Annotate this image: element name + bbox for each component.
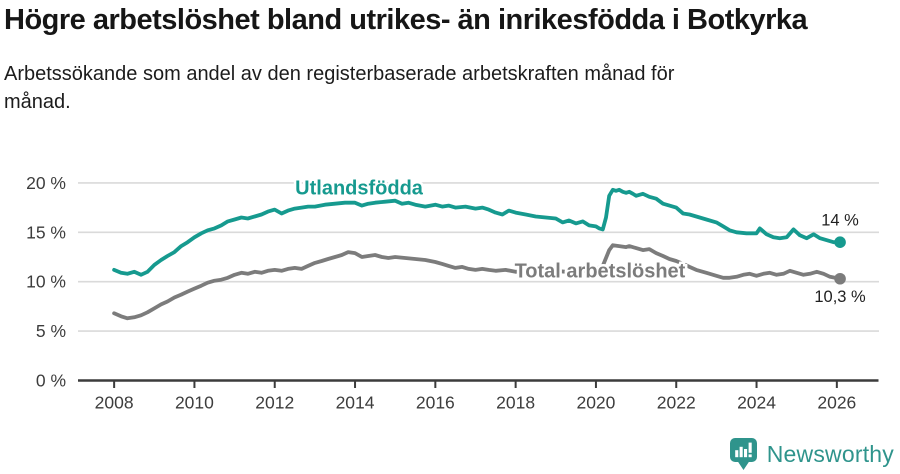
y-tick-label: 10 % (26, 272, 66, 292)
series-name-label: Total arbetslöshet (515, 261, 686, 283)
x-tick-label: 2024 (737, 393, 776, 413)
x-tick-label: 2020 (576, 393, 615, 413)
y-tick-label: 15 % (26, 222, 66, 242)
series-end-dot (834, 236, 846, 248)
series-line (112, 243, 842, 321)
series-0: Utlandsfödda 14 % (112, 175, 859, 277)
x-tick-label: 2026 (817, 393, 856, 413)
newsworthy-logo: Newsworthy (728, 437, 894, 471)
y-tick-label: 20 % (26, 173, 66, 193)
x-tick-label: 2014 (336, 393, 375, 413)
chart-subtitle: Arbetssökande som andel av den registerb… (4, 63, 675, 113)
x-tick-label: 2018 (496, 393, 535, 413)
x-axis: 2008 2010 2012 2014 2016 2018 2020 2022 2024 2026 (78, 379, 879, 413)
series-end-value-label: 10,3 % (814, 288, 866, 306)
x-tick-label: 2008 (95, 393, 134, 413)
y-axis-labels: 0 % 5 % 10 % 15 % 20 % (26, 173, 66, 391)
grid-lines (78, 182, 879, 332)
y-tick-label: 0 % (36, 371, 66, 391)
x-tick-label: 2010 (175, 393, 214, 413)
series-end-dot (834, 272, 846, 285)
series-line (112, 187, 842, 277)
series-1: Total arbetslöshet 10,3 % (112, 243, 866, 321)
series-end-value-label: 14 % (821, 212, 859, 230)
x-tick-label: 2016 (416, 393, 455, 413)
series-name-label: Utlandsfödda (295, 178, 424, 200)
y-tick-label: 5 % (36, 321, 66, 341)
newsworthy-wordmark: Newsworthy (766, 440, 894, 467)
x-tick-label: 2012 (255, 393, 294, 413)
bar-chart-speech-bubble-icon (729, 438, 757, 470)
x-tick-label: 2022 (657, 393, 696, 413)
chart-title: Högre arbetslöshet bland utrikes- än inr… (4, 4, 808, 36)
